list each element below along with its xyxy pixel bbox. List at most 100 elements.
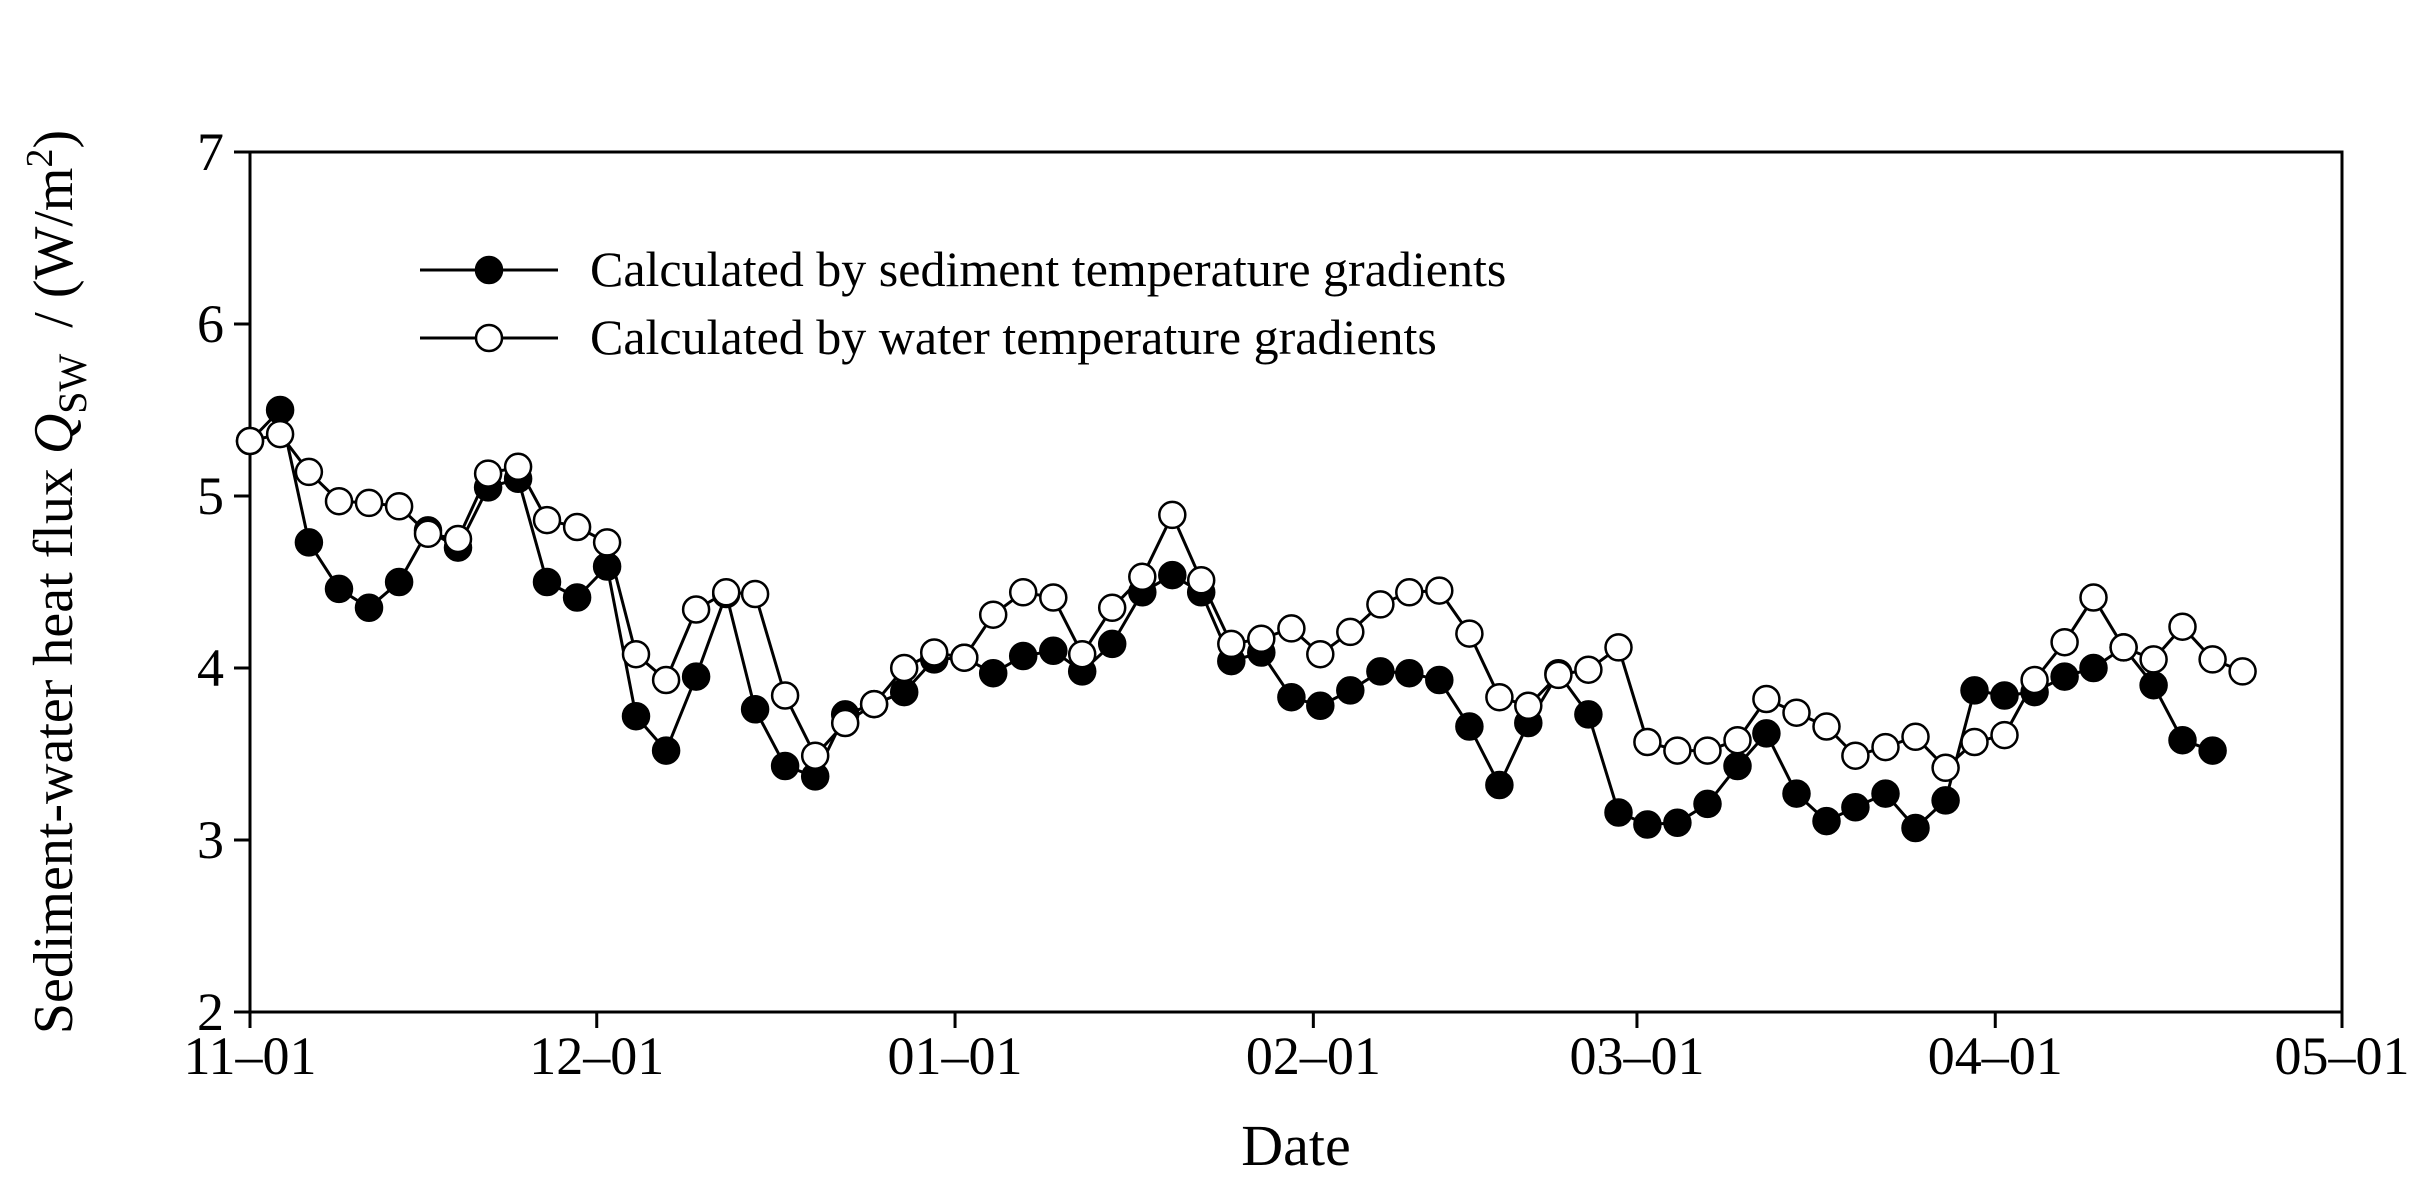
legend-marker-water (474, 323, 504, 353)
water-point (1604, 633, 1633, 662)
sediment-point (1693, 789, 1722, 819)
sediment-point (1633, 810, 1662, 839)
water-point (1067, 639, 1097, 669)
water-point (1008, 578, 1038, 607)
legend: Calculated by sediment temperature gradi… (420, 241, 1506, 365)
x-tick-label: 02–01 (1246, 1026, 1381, 1086)
water-point (503, 452, 533, 482)
water-point (473, 459, 503, 488)
sediment-point (740, 695, 770, 724)
water-point (2050, 627, 2079, 657)
water-point (770, 681, 800, 710)
water-point (2109, 633, 2138, 662)
water-point (1633, 727, 1662, 757)
sediment-point (1306, 691, 1335, 721)
sediment-point (2198, 736, 2227, 765)
water-point (1960, 727, 1989, 757)
sediment-point (384, 567, 414, 597)
sediment-point (1395, 658, 1424, 688)
sediment-point (1841, 793, 1870, 822)
water-point (2139, 645, 2168, 674)
water-point (1752, 684, 1781, 714)
sediment-point (1039, 636, 1068, 666)
legend-marker-sediment (474, 255, 504, 285)
x-tick-label: 01–01 (888, 1026, 1023, 1086)
water-point (681, 595, 711, 624)
water-point (265, 419, 295, 449)
water-point (1128, 562, 1157, 592)
sediment-point (1931, 786, 1960, 815)
x-tick-label: 12–01 (529, 1026, 664, 1086)
water-point (1366, 590, 1395, 619)
water-point (1306, 639, 1335, 669)
y-label-subscript: SW (50, 353, 95, 413)
sediment-point (621, 701, 651, 731)
sediment-point (889, 677, 919, 707)
water-point (1723, 725, 1752, 755)
y-label-unit-open: / (W/m (23, 168, 85, 328)
sediment-point (1574, 700, 1603, 729)
water-point (413, 519, 443, 549)
sediment-point (1901, 813, 1930, 843)
water-point (562, 512, 592, 542)
y-label-unit-sup: 2 (19, 149, 61, 168)
y-tick-label: 6 (197, 294, 224, 354)
water-point (592, 528, 622, 557)
sediment-point (1425, 665, 1454, 695)
y-tick-label: 3 (197, 810, 224, 870)
sediment-point (294, 528, 324, 557)
y-tick-label: 5 (197, 466, 224, 526)
water-point (2168, 612, 2197, 641)
sediment-point (1158, 560, 1187, 590)
water-point (621, 639, 651, 669)
legend-label-sediment: Calculated by sediment temperature gradi… (590, 241, 1506, 297)
water-point (1217, 629, 1246, 659)
water-point (1544, 660, 1573, 690)
sediment-point (1812, 806, 1841, 836)
sediment-point (2079, 653, 2108, 683)
legend-label-water: Calculated by water temperature gradient… (590, 309, 1437, 365)
water-point (1693, 736, 1722, 765)
x-axis-label: Date (1241, 1113, 1351, 1178)
sediment-point (1366, 657, 1395, 686)
sediment-point (2168, 725, 2197, 755)
sediment-point (1336, 676, 1365, 705)
sediment-point (2050, 662, 2079, 691)
sediment-point (532, 567, 562, 597)
sediment-point (1097, 629, 1127, 659)
x-tick-label: 11–01 (184, 1026, 317, 1086)
water-point (1663, 736, 1692, 765)
water-point (1039, 583, 1068, 612)
water-point (1097, 593, 1127, 623)
sediment-point (562, 583, 592, 612)
y-label-symbol: Q (23, 414, 85, 454)
water-point (2079, 583, 2108, 612)
sediment-point (1871, 779, 1900, 808)
y-label-prefix: Sediment-water heat flux (23, 468, 85, 1034)
series-markers (235, 395, 2257, 843)
sediment-point (354, 593, 384, 623)
water-point (1158, 500, 1187, 530)
water-point (1901, 722, 1930, 752)
water-point (1247, 624, 1276, 654)
water-point (651, 665, 681, 695)
water-point (1871, 732, 1900, 762)
y-axis-label: Sediment-water heat flux QSW / (W/m2) (19, 130, 95, 1034)
water-point (1782, 698, 1811, 727)
sediment-point (592, 552, 622, 581)
x-tick-label: 03–01 (1569, 1026, 1704, 1086)
sediment-point (1990, 681, 2019, 710)
y-label-unit-close: ) (23, 130, 85, 149)
y-tick-label: 7 (197, 122, 224, 182)
x-tick-label: 04–01 (1928, 1026, 2063, 1086)
sediment-point (978, 658, 1008, 688)
water-point (800, 741, 830, 770)
water-point (294, 457, 324, 487)
sediment-point (2139, 670, 2168, 700)
water-point (354, 488, 384, 518)
plot-frame (248, 150, 2344, 1014)
sediment-point (1604, 798, 1633, 827)
water-point (1990, 720, 2019, 750)
water-point (740, 579, 770, 609)
water-point (711, 578, 741, 607)
